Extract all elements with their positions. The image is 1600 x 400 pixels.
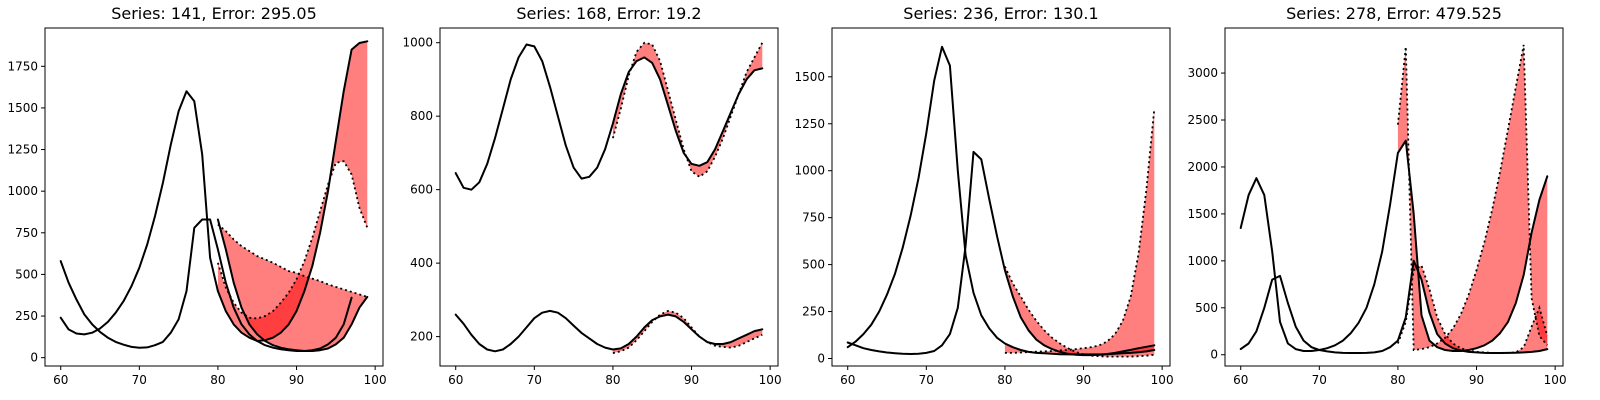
subplot-title: Series: 236, Error: 130.1 bbox=[903, 4, 1098, 23]
x-tick-label: 60 bbox=[840, 373, 855, 387]
series-line-2 bbox=[59, 40, 369, 342]
x-tick-label: 70 bbox=[1312, 373, 1327, 387]
y-tick-label: 1000 bbox=[1187, 254, 1218, 268]
y-tick-label: 1750 bbox=[7, 59, 38, 73]
y-tick-label: 2000 bbox=[1187, 160, 1218, 174]
forecast-line-2 bbox=[612, 309, 763, 354]
x-tick-label: 80 bbox=[997, 373, 1012, 387]
subplot-2: 60 70 80 90 100 200 400 600 800 1000 Series: 168, … bbox=[402, 4, 781, 387]
error-fill-2 bbox=[612, 310, 763, 354]
y-tick-label: 0 bbox=[1210, 348, 1218, 362]
subplot-4: 60 70 80 90 100050010001500200025003000Serie… bbox=[1187, 4, 1566, 387]
forecast-line-2 bbox=[1397, 264, 1549, 354]
x-tick-label: 70 bbox=[527, 373, 542, 387]
forecast-line-1 bbox=[1004, 108, 1156, 354]
plot-area bbox=[454, 41, 764, 354]
y-tick-label: 1250 bbox=[7, 143, 38, 157]
y-tick-label: 500 bbox=[802, 258, 825, 272]
series-line-1 bbox=[1239, 139, 1549, 352]
axes-frame bbox=[831, 27, 1171, 367]
y-tick-label: 400 bbox=[410, 256, 433, 270]
y-tick-label: 250 bbox=[802, 305, 825, 319]
subplot-title: Series: 168, Error: 19.2 bbox=[516, 4, 701, 23]
axes-frame bbox=[1224, 27, 1564, 367]
x-tick-label: 100 bbox=[364, 373, 387, 387]
subplot-3: 60 70 80 90 1000250500750100012501500Series:… bbox=[794, 4, 1173, 387]
y-tick-label: 2500 bbox=[1187, 113, 1218, 127]
x-tick-label: 60 bbox=[53, 373, 68, 387]
x-tick-label: 60 bbox=[448, 373, 463, 387]
error-fill-2 bbox=[1004, 266, 1155, 357]
series-line-3 bbox=[216, 218, 369, 352]
y-tick-label: 500 bbox=[15, 267, 38, 281]
y-tick-label: 800 bbox=[410, 109, 433, 123]
forecast-line-1 bbox=[612, 41, 764, 178]
plot-area bbox=[1239, 44, 1549, 354]
y-tick-label: 1250 bbox=[794, 117, 825, 131]
x-tick-label: 60 bbox=[1233, 373, 1248, 387]
y-tick-label: 0 bbox=[30, 351, 38, 365]
y-tick-label: 0 bbox=[817, 351, 825, 365]
y-tick-label: 250 bbox=[15, 309, 38, 323]
y-tick-label: 750 bbox=[802, 211, 825, 225]
x-tick-label: 100 bbox=[1151, 373, 1174, 387]
x-tick-label: 90 bbox=[289, 373, 304, 387]
y-tick-label: 200 bbox=[410, 330, 433, 344]
x-tick-label: 90 bbox=[684, 373, 699, 387]
subplot-title: Series: 141, Error: 295.05 bbox=[111, 4, 317, 23]
series-line-2 bbox=[846, 150, 1156, 357]
x-tick-label: 70 bbox=[919, 373, 934, 387]
error-fill-1 bbox=[1397, 44, 1548, 352]
series-line-1 bbox=[846, 45, 1156, 356]
forecast-line-2 bbox=[1004, 266, 1155, 358]
axes-frame bbox=[44, 27, 384, 367]
series-line-1 bbox=[454, 43, 764, 191]
y-tick-label: 750 bbox=[15, 226, 38, 240]
x-tick-label: 80 bbox=[1390, 373, 1405, 387]
y-tick-label: 1000 bbox=[794, 164, 825, 178]
y-tick-label: 500 bbox=[1195, 301, 1218, 315]
x-tick-label: 100 bbox=[1544, 373, 1567, 387]
y-tick-label: 1500 bbox=[7, 101, 38, 115]
y-tick-label: 3000 bbox=[1187, 66, 1218, 80]
forecast-line-1 bbox=[1397, 44, 1548, 352]
x-tick-label: 80 bbox=[605, 373, 620, 387]
x-tick-label: 100 bbox=[759, 373, 782, 387]
series-line-2 bbox=[1239, 259, 1549, 354]
error-fill-2 bbox=[217, 41, 368, 342]
y-tick-label: 1000 bbox=[7, 184, 38, 198]
axes-frame bbox=[439, 27, 779, 367]
y-tick-label: 1000 bbox=[402, 36, 433, 50]
subplot-title: Series: 278, Error: 479.525 bbox=[1286, 4, 1502, 23]
y-tick-label: 1500 bbox=[794, 70, 825, 84]
error-fill-1 bbox=[1004, 108, 1155, 355]
y-tick-label: 600 bbox=[410, 183, 433, 197]
x-tick-label: 80 bbox=[210, 373, 225, 387]
x-tick-label: 90 bbox=[1076, 373, 1091, 387]
subplot-1: 60 70 80 90 10002505007501000125015001750Ser… bbox=[7, 4, 386, 387]
x-tick-label: 90 bbox=[1469, 373, 1484, 387]
x-tick-label: 70 bbox=[132, 373, 147, 387]
plot-area bbox=[59, 40, 369, 352]
plot-area bbox=[846, 45, 1156, 358]
y-tick-label: 1500 bbox=[1187, 207, 1218, 221]
